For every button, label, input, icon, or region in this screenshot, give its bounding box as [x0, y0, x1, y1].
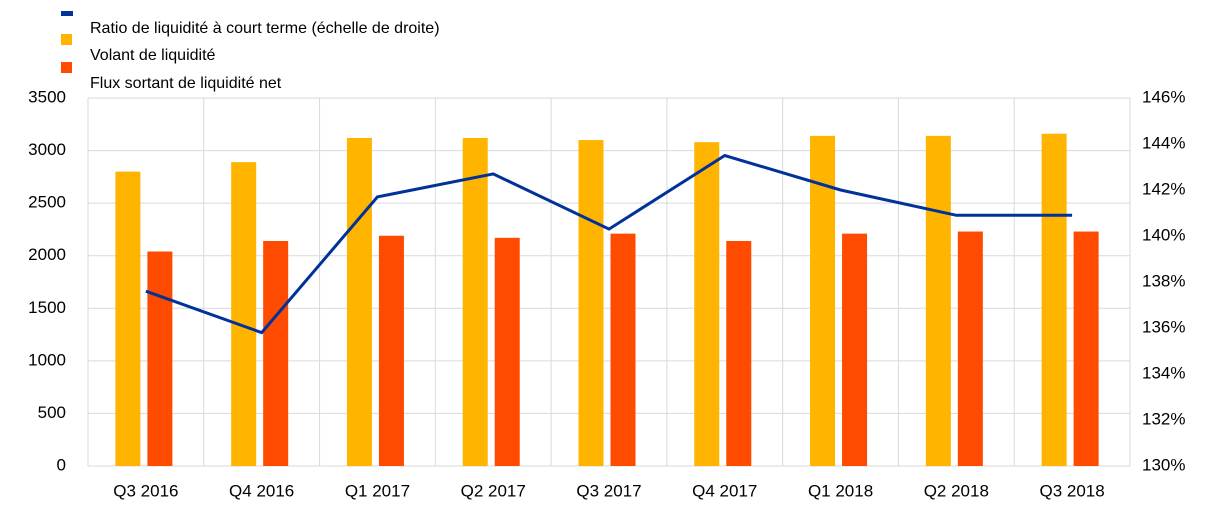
- y2-tick-label: 134%: [1142, 363, 1185, 382]
- y-tick-label: 500: [38, 403, 66, 422]
- bar: [925, 135, 951, 466]
- legend-swatch: [61, 11, 73, 16]
- bar: [378, 235, 404, 466]
- legend-label: Flux sortant de liquidité net: [90, 75, 282, 92]
- x-tick-label: Q3 2018: [1039, 481, 1104, 500]
- legend-label: Volant de liquidité: [90, 47, 216, 64]
- bar: [1041, 133, 1067, 466]
- line: [145, 153, 1073, 335]
- x-tick-label: Q4 2016: [229, 481, 294, 500]
- y2-tick-label: 140%: [1142, 225, 1185, 244]
- bar: [494, 237, 520, 466]
- bar: [147, 251, 173, 466]
- x-tick-label: Q1 2018: [808, 481, 873, 500]
- y-tick-label: 2500: [28, 193, 66, 212]
- bar: [115, 171, 141, 466]
- legend-label: Ratio de liquidité à court terme (échell…: [90, 20, 440, 37]
- legend-swatch: [61, 34, 72, 45]
- x-tick-label: Q2 2017: [461, 481, 526, 500]
- y2-tick-label: 146%: [1142, 87, 1185, 106]
- y2-tick-label: 144%: [1142, 133, 1185, 152]
- bar: [610, 233, 636, 466]
- bar: [578, 140, 604, 467]
- bar: [462, 137, 488, 466]
- y-tick-label: 1000: [28, 350, 66, 369]
- legend-swatch: [61, 62, 72, 73]
- x-tick-label: Q4 2017: [692, 481, 757, 500]
- bar: [1073, 231, 1099, 466]
- y-tick-label: 2000: [28, 245, 66, 264]
- bar: [263, 240, 289, 466]
- bar: [957, 231, 983, 466]
- y2-tick-label: 142%: [1142, 179, 1185, 198]
- y2-tick-label: 132%: [1142, 409, 1185, 428]
- y2-tick-label: 130%: [1142, 455, 1185, 474]
- y2-tick-label: 138%: [1142, 271, 1185, 290]
- y2-tick-label: 136%: [1142, 317, 1185, 336]
- y-tick-label: 3500: [28, 87, 66, 106]
- x-tick-label: Q2 2018: [924, 481, 989, 500]
- y-tick-label: 1500: [28, 298, 66, 317]
- bar: [231, 162, 257, 466]
- x-tick-label: Q3 2017: [576, 481, 641, 500]
- x-tick-label: Q3 2016: [113, 481, 178, 500]
- y-tick-label: 0: [57, 455, 66, 474]
- bar: [726, 240, 752, 466]
- bar: [842, 233, 868, 466]
- y-tick-label: 3000: [28, 140, 66, 159]
- bar: [346, 137, 372, 466]
- bar: [694, 142, 720, 466]
- bar: [810, 135, 836, 466]
- x-tick-label: Q1 2017: [345, 481, 410, 500]
